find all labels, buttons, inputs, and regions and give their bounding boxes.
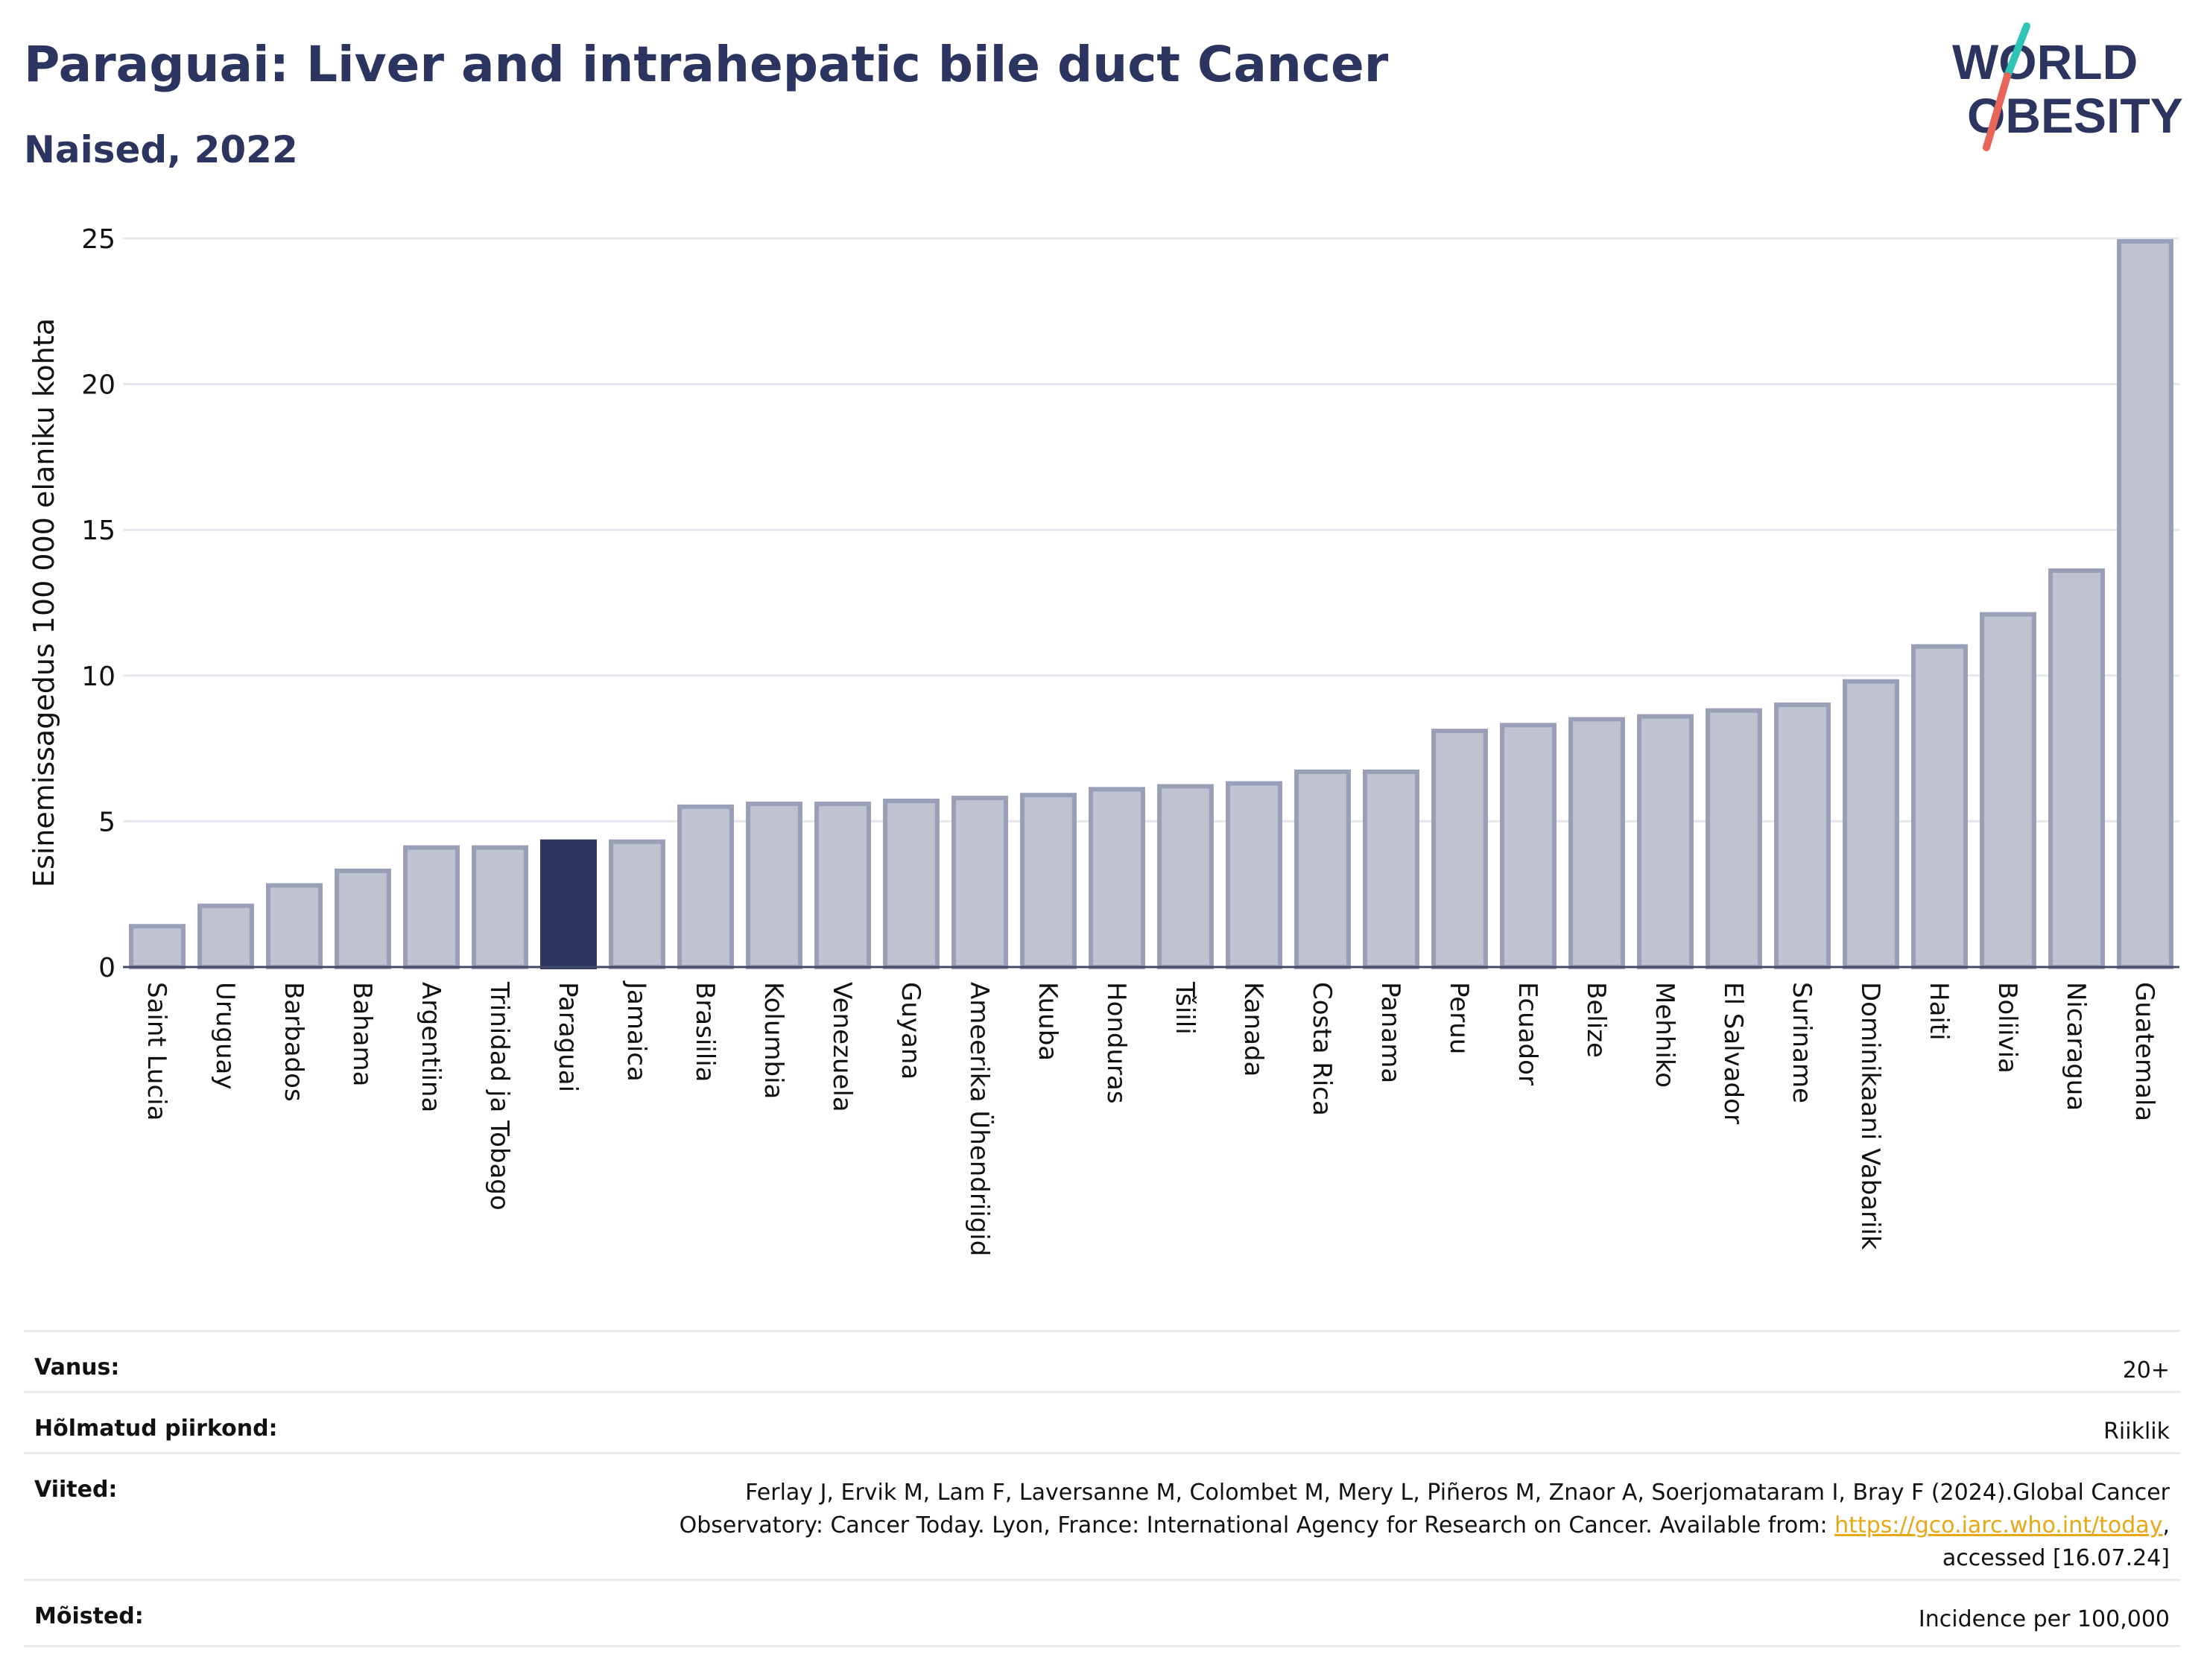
bar-haiti [1911,644,1968,969]
bar-panama [1363,769,1419,969]
y-tick-label: 25 [81,224,115,255]
bar-guatemala [2117,238,2173,969]
references-line3: accessed [16.07.24] [1942,1545,2170,1571]
x-tick-label: Haiti [1924,982,1954,1041]
bar-chart: 0 5 10 15 20 25 Saint Lucia Uruguay Barbados Bah… [28,224,2179,1256]
y-tick-label: 20 [81,370,115,401]
x-tick-label: Argentiina [416,982,446,1112]
x-tick-label: Honduras [1101,982,1131,1104]
x-tick-label: Paraguai [553,982,583,1092]
bar-uruguay [197,903,254,970]
age-value: 20+ [2122,1357,2170,1383]
x-tick-label: Kolumbia [759,982,788,1099]
info-row-region: Hõlmatud piirkond: Riiklik [24,1391,2180,1454]
x-tick-label: Brasiilia [690,982,720,1082]
x-tick-label: Suriname [1787,982,1817,1103]
logo-line1: WORLD [1952,34,2138,89]
x-tick-label: Belize [1581,982,1611,1058]
x-tick-label: Ameerika Ühendriigid [964,982,995,1256]
bar-bahama [335,868,391,970]
bar-kuuba [1020,793,1077,970]
bar-jamaica [609,839,665,970]
bars [129,238,2173,970]
y-axis-ticks: 0 5 10 15 20 25 [81,224,115,983]
x-tick-label: El Salvador [1718,982,1748,1124]
age-label: Vanus: [34,1354,120,1381]
bar-costa-rica [1294,769,1351,969]
bar-venezuela [814,801,871,969]
page-title: Paraguai: Liver and intrahepatic bile du… [24,36,1389,93]
page-subtitle: Naised, 2022 [24,128,298,171]
bar-ameerika-ühendriigid [951,796,1008,969]
bar-brasiilia [677,804,734,969]
info-row-definitions: Mõisted: Incidence per 100,000 [24,1579,2180,1647]
bar-trinidad-ja-tobago [472,845,528,970]
x-tick-label: Barbados [279,982,308,1102]
x-tick-label: Saint Lucia [142,982,171,1120]
x-tick-label: Panama [1375,982,1405,1083]
bar-kolumbia [746,801,802,969]
x-tick-label: Costa Rica [1307,982,1337,1116]
bar-suriname [1774,702,1831,969]
info-row-references: Viited: Ferlay J, Ervik M, Lam F, Lavers… [24,1452,2180,1581]
x-axis-labels: Saint Lucia Uruguay Barbados Bahama Argentii… [142,980,2159,1256]
bar-saint-lucia [129,924,186,970]
x-tick-label: Guyana [896,982,925,1080]
x-tick-label: Bahama [347,982,377,1087]
x-tick-label: Dominikaani Vabariik [1855,982,1885,1250]
x-tick-label: Uruguay [210,982,240,1090]
bar-dominikaani-vabariik [1843,679,1899,970]
x-tick-label: Jamaica [621,980,651,1082]
bar-honduras [1089,787,1145,970]
x-tick-label: Kanada [1238,982,1268,1077]
x-tick-label: Ecuador [1513,982,1542,1085]
y-axis-label: Esinemissagedus 100 000 elaniku kohta [28,318,60,887]
info-row-age: Vanus: 20+ [24,1330,2180,1393]
y-tick-label: 10 [81,662,115,692]
bar-boliivia [1980,612,2036,969]
bar-barbados [266,883,323,969]
references-line2: Observatory: Cancer Today. Lyon, France:… [679,1512,2170,1538]
bar-mehhiko [1637,714,1694,969]
x-tick-label: Peruu [1444,982,1474,1054]
y-tick-label: 5 [98,807,115,837]
bar-nicaragua [2048,568,2105,969]
region-value: Riiklik [2103,1419,2170,1445]
x-tick-label: Tšiili [1170,981,1200,1035]
x-tick-label: Kuuba [1033,982,1063,1061]
references-value: Ferlay J, Ervik M, Lam F, Laversanne M, … [680,1477,2170,1575]
x-tick-label: Venezuela [827,982,857,1112]
x-tick-label: Guatemala [2129,982,2159,1121]
bar-belize [1568,717,1625,969]
references-label: Viited: [34,1477,118,1503]
y-tick-label: 0 [98,953,115,983]
gridlines [123,237,2179,822]
bar-kanada [1226,781,1282,969]
bar-paraguai [540,839,597,970]
bar-guyana [883,799,940,969]
x-tick-label: Boliivia [1992,982,2022,1074]
x-tick-label: Nicaragua [2061,982,2091,1111]
bar-peruu [1431,729,1488,969]
bar-argentiina [403,845,460,970]
x-tick-label: Trinidad ja Tobago [484,981,514,1211]
references-line1: Ferlay J, Ervik M, Lam F, Laversanne M, … [745,1480,2170,1506]
x-tick-label: Mehhiko [1650,982,1679,1088]
definitions-value: Incidence per 100,000 [1918,1606,2170,1632]
gco-link[interactable]: https://gco.iarc.who.int/today [1834,1512,2163,1538]
bar-ecuador [1500,723,1557,970]
region-label: Hõlmatud piirkond: [34,1416,278,1442]
definitions-label: Mõisted: [34,1603,144,1629]
world-obesity-logo: WORLD OBESITY [1952,22,2183,151]
bar-tšiili [1157,784,1214,970]
y-tick-label: 15 [81,516,115,546]
bar-el-salvador [1706,708,1762,970]
